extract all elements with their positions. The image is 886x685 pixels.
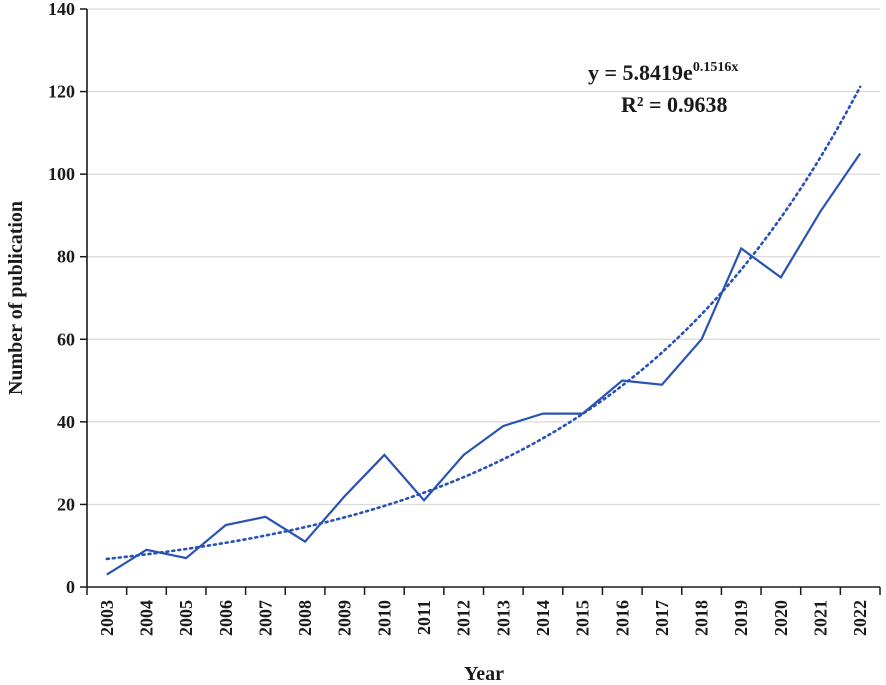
x-tick-label: 2008: [295, 600, 315, 636]
x-tick-label: 2004: [136, 600, 156, 636]
trendline-layer: [105, 85, 862, 561]
series-layer: [106, 152, 862, 576]
x-tick-label: 2022: [850, 600, 870, 636]
trendline-equation: y = 5.8419e0.1516x: [588, 60, 738, 85]
x-tick-label: 2010: [374, 600, 394, 636]
y-tick-label: 100: [48, 164, 75, 184]
x-tick-label: 2019: [731, 600, 751, 636]
x-tick-label: 2021: [811, 600, 831, 636]
x-tick-label: 2020: [771, 600, 791, 636]
y-tick-label: 0: [66, 577, 75, 597]
x-tick-label: 2011: [414, 600, 434, 635]
x-tick-label: 2007: [255, 600, 275, 636]
x-tick-label: 2016: [612, 600, 632, 636]
exponential-trendline: [105, 85, 862, 561]
x-tick-label: 2005: [176, 600, 196, 636]
y-axis-title: Number of publication: [5, 201, 27, 395]
y-tick-label: 40: [57, 412, 75, 432]
x-axis-title: Year: [464, 663, 504, 685]
y-tick-label: 20: [57, 494, 75, 514]
x-tick-label: 2003: [97, 600, 117, 636]
trendline-equation-base: y = 5.8419e: [588, 60, 693, 85]
y-tick-label: 80: [57, 247, 75, 267]
x-tick-label: 2014: [533, 600, 553, 636]
x-axis-ticks: 2003 2004 2005 2006 2007 2008 2009 2010 2011 2012…: [86, 587, 881, 636]
y-tick-label: 120: [48, 82, 75, 102]
gridlines: [87, 8, 880, 506]
x-tick-label: 2009: [335, 600, 355, 636]
r-squared-label: R² = 0.9638: [621, 92, 728, 117]
x-tick-label: 2017: [652, 600, 672, 636]
x-tick-label: 2015: [573, 600, 593, 636]
x-tick-label: 2013: [493, 600, 513, 636]
series-line: [106, 152, 862, 576]
x-tick-label: 2012: [454, 600, 474, 636]
x-tick-label: 2018: [692, 600, 712, 636]
y-tick-label: 60: [57, 329, 75, 349]
y-axis-ticks: 0 20 40 60 80 100 120 140: [48, 0, 87, 597]
x-tick-label: 2006: [216, 600, 236, 636]
y-tick-label: 140: [48, 0, 75, 19]
trendline-equation-exponent: 0.1516x: [693, 60, 739, 75]
axes: [86, 9, 880, 588]
